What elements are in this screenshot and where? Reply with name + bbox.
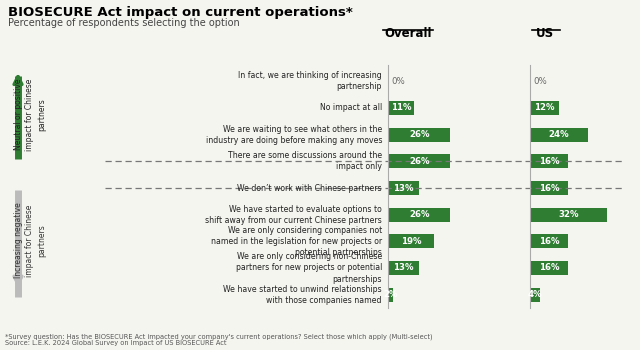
Bar — [530, 181, 568, 195]
Bar — [530, 261, 568, 275]
Text: US: US — [536, 27, 554, 40]
Bar — [530, 101, 559, 115]
Bar — [530, 128, 588, 142]
Text: 16%: 16% — [539, 264, 559, 273]
Text: 19%: 19% — [401, 237, 421, 246]
Text: 26%: 26% — [409, 210, 429, 219]
Text: 0%: 0% — [533, 77, 547, 86]
Bar — [388, 181, 419, 195]
Text: 11%: 11% — [391, 104, 412, 112]
Bar — [388, 288, 393, 302]
Text: 16%: 16% — [539, 157, 559, 166]
Bar — [530, 234, 568, 248]
Text: We don’t work with Chinese partners: We don’t work with Chinese partners — [237, 183, 382, 192]
Bar — [388, 128, 451, 142]
Text: Neutral or positive
impact for Chinese
partners: Neutral or positive impact for Chinese p… — [14, 78, 46, 151]
Text: *Survey question: Has the BIOSECURE Act impacted your company's current operatio: *Survey question: Has the BIOSECURE Act … — [5, 333, 433, 340]
Bar — [530, 208, 607, 222]
Bar — [388, 234, 434, 248]
Text: 26%: 26% — [409, 157, 429, 166]
Text: 13%: 13% — [394, 183, 414, 192]
Text: Overall: Overall — [384, 27, 432, 40]
Text: 13%: 13% — [394, 264, 414, 273]
Bar — [388, 101, 415, 115]
Text: Percentage of respondents selecting the option: Percentage of respondents selecting the … — [8, 18, 240, 28]
Text: 26%: 26% — [409, 130, 429, 139]
Text: 0%: 0% — [391, 77, 404, 86]
Text: 24%: 24% — [548, 130, 569, 139]
Bar — [388, 208, 451, 222]
Bar — [388, 154, 451, 168]
Text: 2%: 2% — [383, 290, 397, 299]
Text: BIOSECURE Act impact on current operations*: BIOSECURE Act impact on current operatio… — [8, 6, 353, 19]
Bar — [388, 261, 419, 275]
Text: In fact, we are thinking of increasing
partnership: In fact, we are thinking of increasing p… — [238, 71, 382, 91]
Text: There are some discussions around the
impact only: There are some discussions around the im… — [228, 151, 382, 172]
Bar — [530, 288, 540, 302]
Text: 12%: 12% — [534, 104, 555, 112]
Text: 16%: 16% — [539, 237, 559, 246]
Text: We are only considering non-Chinese
partners for new projects or potential
partn: We are only considering non-Chinese part… — [236, 252, 382, 284]
Text: We have started to unwind relationships
with those companies named: We have started to unwind relationships … — [223, 285, 382, 305]
Text: We have started to evaluate options to
shift away from our current Chinese partn: We have started to evaluate options to s… — [205, 205, 382, 225]
Text: Increasing negative
impact for Chinese
partners: Increasing negative impact for Chinese p… — [14, 202, 46, 278]
Text: We are only considering companies not
named in the legislation for new projects : We are only considering companies not na… — [211, 226, 382, 257]
Text: Source: L.E.K. 2024 Global Survey on Impact of US BIOSECURE Act: Source: L.E.K. 2024 Global Survey on Imp… — [5, 340, 227, 346]
Text: No impact at all: No impact at all — [320, 104, 382, 112]
Text: 32%: 32% — [558, 210, 579, 219]
Text: 4%: 4% — [527, 290, 542, 299]
Text: We are waiting to see what others in the
industry are doing before making any mo: We are waiting to see what others in the… — [205, 125, 382, 145]
Text: 16%: 16% — [539, 183, 559, 192]
Bar — [530, 154, 568, 168]
